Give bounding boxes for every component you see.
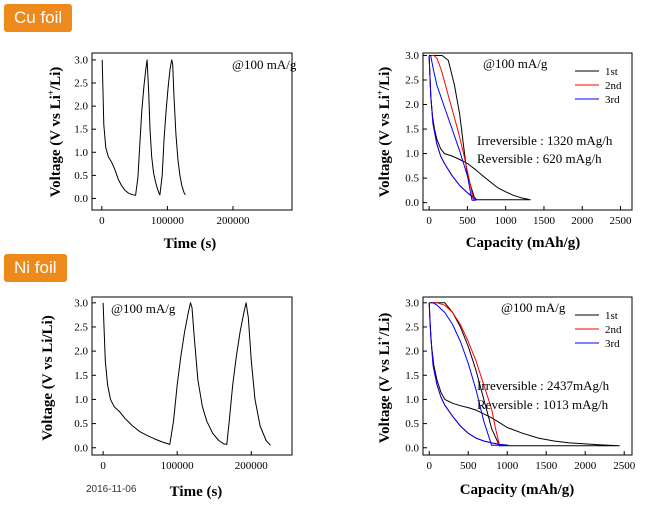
x-tick-label: 0 xyxy=(100,460,106,472)
annotation: Irreversible : 2437mAg/h xyxy=(477,378,610,393)
x-axis-label: Time (s) xyxy=(164,236,217,252)
x-tick-label: 2500 xyxy=(610,215,633,227)
y-tick-label: 0.5 xyxy=(405,418,419,430)
y-tick-label: 0.5 xyxy=(74,170,88,182)
series-line-2nd xyxy=(428,302,509,446)
x-tick-label: 200000 xyxy=(235,460,269,472)
y-tick-label: 2.5 xyxy=(405,321,419,333)
y-tick-label: 2.5 xyxy=(74,321,88,333)
y-tick-label: 1.5 xyxy=(74,370,88,382)
y-axis-label: Voltage (V vs Li+/Li) xyxy=(46,67,64,198)
series-line xyxy=(102,302,271,446)
x-tick-label: 100000 xyxy=(151,215,185,227)
series-line-3rd xyxy=(428,302,509,446)
annotation: Irreversible : 1320 mAg/h xyxy=(477,133,613,148)
series-line-1st xyxy=(428,302,620,447)
x-tick-label: 0 xyxy=(99,215,105,227)
ni-foil-label: Ni foil xyxy=(4,254,67,282)
x-tick-label: 2000 xyxy=(574,460,597,472)
y-tick-label: 2.5 xyxy=(405,74,419,86)
legend-label: 1st xyxy=(605,66,618,78)
y-tick-label: 1.5 xyxy=(74,124,88,136)
y-tick-label: 1.0 xyxy=(74,147,88,159)
y-axis-label: Voltage (V vs Li+/Li) xyxy=(375,313,393,444)
chart-ni-time: 0.0 0.5 1.0 1.5 2.0 2.5 3.0 0 100000 200000 Time (… xyxy=(40,296,293,500)
x-tick-label: 1500 xyxy=(535,460,558,472)
annotation: Reversible : 620 mAg/h xyxy=(477,151,602,166)
y-tick-label: 3.0 xyxy=(74,297,88,309)
x-tick-label: 0 xyxy=(426,215,432,227)
y-tick-label: 2.5 xyxy=(74,78,88,90)
series-line-1st xyxy=(428,55,531,201)
x-tick-label: 2000 xyxy=(571,215,594,227)
y-tick-label: 2.0 xyxy=(405,99,419,111)
x-tick-label: 1000 xyxy=(495,215,518,227)
legend-label: 3rd xyxy=(605,338,620,350)
y-tick-label: 3.0 xyxy=(74,54,88,66)
y-tick-label: 3.0 xyxy=(405,50,419,62)
x-axis-label: Capacity (mAh/g) xyxy=(466,235,581,251)
x-tick-label: 1000 xyxy=(496,460,519,472)
x-tick-label: 1500 xyxy=(533,215,556,227)
plot-frame xyxy=(422,296,633,456)
legend-label: 3rd xyxy=(605,94,620,106)
y-tick-label: 0.0 xyxy=(74,193,88,205)
chart-cu-time: 0.0 0.5 1.0 1.5 2.0 2.5 3.0 0 100000 200000 Time (… xyxy=(46,52,297,252)
legend-label: 2nd xyxy=(605,80,622,92)
y-tick-label: 1.0 xyxy=(405,394,419,406)
y-tick-label: 3.0 xyxy=(405,297,419,309)
cu-foil-label: Cu foil xyxy=(4,4,73,32)
x-tick-label: 200000 xyxy=(216,215,250,227)
legend-label: 2nd xyxy=(605,324,622,336)
y-tick-label: 0.0 xyxy=(405,197,419,209)
x-tick-label: 500 xyxy=(459,215,476,227)
x-axis-label: Time (s) xyxy=(170,484,223,500)
series-line-3rd xyxy=(428,55,478,201)
plot-frame xyxy=(422,52,633,211)
legend-label: 1st xyxy=(605,310,618,322)
y-tick-label: 1.5 xyxy=(405,370,419,382)
x-tick-label: 2500 xyxy=(613,460,636,472)
y-tick-label: 2.0 xyxy=(405,346,419,358)
y-tick-label: 2.0 xyxy=(74,346,88,358)
y-tick-label: 2.0 xyxy=(74,101,88,113)
chart-cu-capacity: 0.0 0.5 1.0 1.5 2.0 2.5 3.0 0 500 1000 1500 2000 250… xyxy=(375,50,633,251)
plot-frame xyxy=(91,52,293,211)
x-tick-label: 0 xyxy=(426,460,432,472)
date-stamp: 2016-11-06 xyxy=(86,484,137,495)
annotation: @100 mA/g xyxy=(111,301,176,316)
x-tick-label: 500 xyxy=(460,460,477,472)
y-tick-label: 1.0 xyxy=(74,394,88,406)
plot-frame xyxy=(91,296,293,456)
chart-ni-capacity: 0.0 0.5 1.0 1.5 2.0 2.5 3.0 0 500 1000 1500 2000 250… xyxy=(375,296,636,498)
y-tick-label: 0.5 xyxy=(405,173,419,185)
y-tick-label: 1.0 xyxy=(405,148,419,160)
annotation: @100 mA/g xyxy=(232,57,297,72)
y-tick-label: 0.5 xyxy=(74,418,88,430)
annotation: @100 mA/g xyxy=(501,300,566,315)
x-tick-label: 100000 xyxy=(161,460,195,472)
series-line xyxy=(101,59,186,196)
y-tick-label: 1.5 xyxy=(405,124,419,136)
y-axis-label: Voltage (V vs Li+/Li) xyxy=(375,67,393,198)
annotation: Reversible : 1013 mAg/h xyxy=(477,397,609,412)
y-axis-label: Voltage (V vs Li/Li) xyxy=(40,315,56,440)
x-axis-label: Capacity (mAh/g) xyxy=(460,482,575,498)
y-tick-label: 0.0 xyxy=(405,442,419,454)
annotation: @100 mA/g xyxy=(483,56,548,71)
y-tick-label: 0.0 xyxy=(74,442,88,454)
